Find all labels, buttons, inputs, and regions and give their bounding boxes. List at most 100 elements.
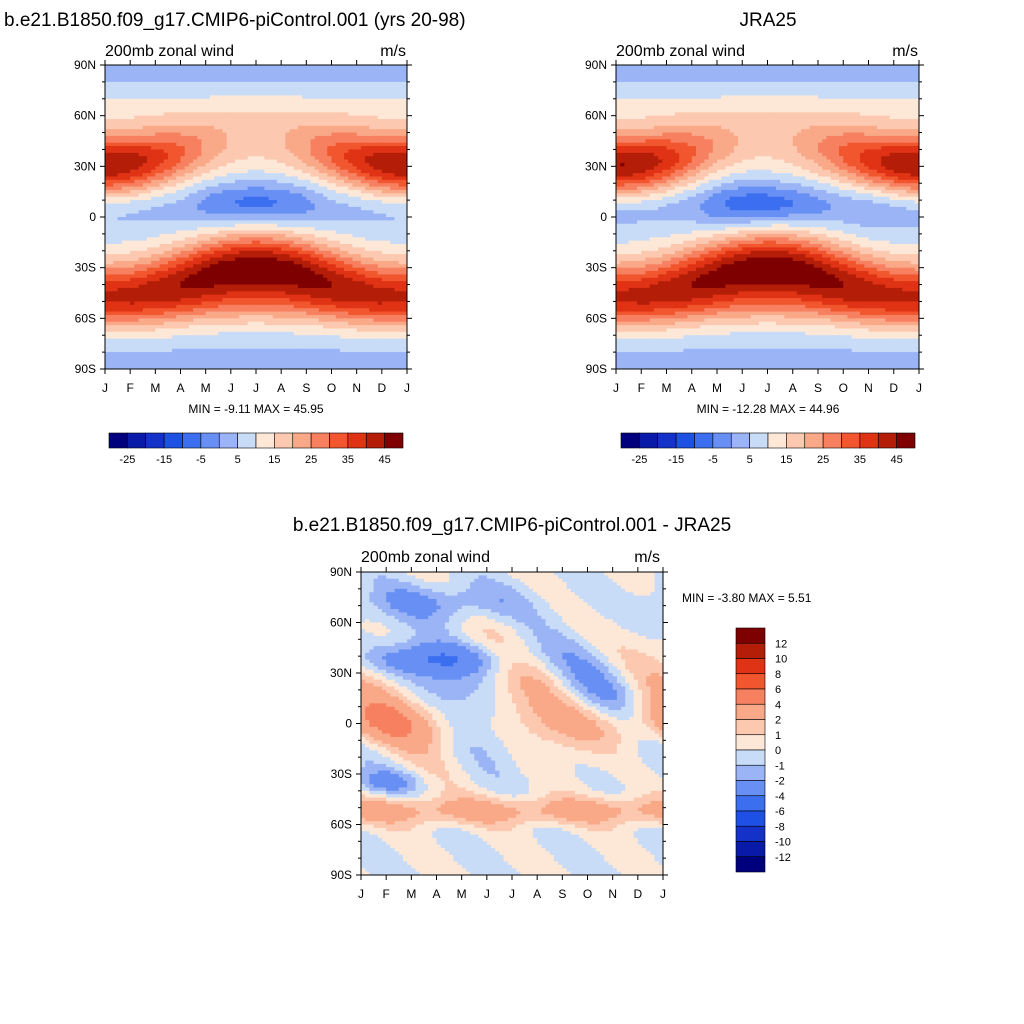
heatmap-cell — [201, 244, 206, 248]
heatmap-cell — [126, 116, 131, 120]
heatmap-cell — [164, 173, 169, 177]
heatmap-cell — [130, 217, 135, 221]
heatmap-cell — [302, 95, 307, 99]
heatmap-cell — [214, 116, 219, 120]
heatmap-cell — [235, 261, 240, 265]
heatmap-cell — [348, 146, 353, 150]
heatmap-cell — [118, 190, 123, 194]
heatmap-cell — [264, 295, 269, 299]
heatmap-cell — [365, 139, 370, 143]
heatmap-cell — [332, 200, 337, 204]
heatmap-cell — [269, 92, 274, 96]
heatmap-cell — [248, 224, 253, 228]
heatmap-cell — [235, 72, 240, 76]
heatmap-cell — [235, 271, 240, 275]
heatmap-cell — [206, 207, 211, 211]
heatmap-cell — [218, 92, 223, 96]
heatmap-cell — [155, 89, 160, 93]
heatmap-cell — [306, 95, 311, 99]
heatmap-cell — [269, 149, 274, 153]
heatmap-cell — [315, 231, 320, 235]
heatmap-cell — [285, 82, 290, 86]
heatmap-cell — [197, 254, 202, 258]
heatmap-cell — [197, 149, 202, 153]
heatmap-cell — [109, 187, 114, 191]
heatmap-cell — [243, 268, 248, 272]
heatmap-cell — [227, 136, 232, 140]
heatmap-cell — [248, 65, 253, 69]
heatmap-cell — [281, 85, 286, 89]
heatmap-cell — [147, 79, 152, 83]
heatmap-cell — [235, 254, 240, 258]
heatmap-cell — [160, 295, 165, 299]
heatmap-cell — [365, 227, 370, 231]
heatmap-cell — [151, 227, 156, 231]
heatmap-cell — [210, 92, 215, 96]
heatmap-cell — [352, 200, 357, 204]
heatmap-cell — [306, 68, 311, 72]
heatmap-cell — [264, 288, 269, 292]
heatmap-cell — [109, 217, 114, 221]
heatmap-cell — [222, 156, 227, 160]
heatmap-cell — [105, 95, 110, 99]
heatmap-cell — [298, 136, 303, 140]
heatmap-cell — [281, 89, 286, 93]
heatmap-cell — [151, 197, 156, 201]
heatmap-cell — [264, 187, 269, 191]
heatmap-cell — [181, 227, 186, 231]
heatmap-cell — [332, 268, 337, 272]
heatmap-cell — [231, 92, 236, 96]
heatmap-cell — [201, 149, 206, 153]
heatmap-cell — [227, 285, 232, 289]
heatmap-cell — [390, 146, 395, 150]
heatmap-cell — [147, 207, 152, 211]
heatmap-cell — [369, 89, 374, 93]
heatmap-cell — [382, 99, 387, 103]
heatmap-cell — [344, 139, 349, 143]
heatmap-cell — [277, 295, 282, 299]
heatmap-cell — [176, 72, 181, 76]
heatmap-cell — [311, 79, 316, 83]
heatmap-cell — [306, 288, 311, 292]
heatmap-cell — [390, 254, 395, 258]
heatmap-cell — [344, 153, 349, 157]
heatmap-cell — [365, 85, 370, 89]
heatmap-cell — [105, 237, 110, 241]
heatmap-cell — [373, 274, 378, 278]
heatmap-cell — [336, 214, 341, 218]
heatmap-cell — [181, 264, 186, 268]
heatmap-cell — [168, 247, 173, 251]
heatmap-cell — [201, 237, 206, 241]
heatmap-cell — [294, 109, 299, 113]
heatmap-cell — [357, 227, 362, 231]
heatmap-cell — [260, 183, 265, 187]
heatmap-cell — [294, 231, 299, 235]
heatmap-cell — [151, 95, 156, 99]
heatmap-cell — [227, 237, 232, 241]
heatmap-cell — [382, 173, 387, 177]
heatmap-cell — [118, 268, 123, 272]
heatmap-cell — [248, 146, 253, 150]
heatmap-cell — [206, 295, 211, 299]
heatmap-cell — [336, 234, 341, 238]
heatmap-cell — [319, 82, 324, 86]
heatmap-cell — [189, 68, 194, 72]
heatmap-cell — [319, 170, 324, 174]
heatmap-cell — [218, 173, 223, 177]
heatmap-cell — [281, 187, 286, 191]
heatmap-cell — [369, 116, 374, 120]
heatmap-cell — [390, 119, 395, 123]
heatmap-cell — [382, 156, 387, 160]
heatmap-cell — [273, 102, 278, 106]
heatmap-cell — [218, 180, 223, 184]
heatmap-cell — [302, 136, 307, 140]
heatmap-cell — [311, 291, 316, 295]
heatmap-cell — [155, 136, 160, 140]
heatmap-cell — [143, 295, 148, 299]
heatmap-cell — [185, 214, 190, 218]
heatmap-cell — [336, 153, 341, 157]
heatmap-cell — [168, 217, 173, 221]
heatmap-cell — [344, 197, 349, 201]
heatmap-cell — [122, 271, 127, 275]
heatmap-cell — [201, 166, 206, 170]
